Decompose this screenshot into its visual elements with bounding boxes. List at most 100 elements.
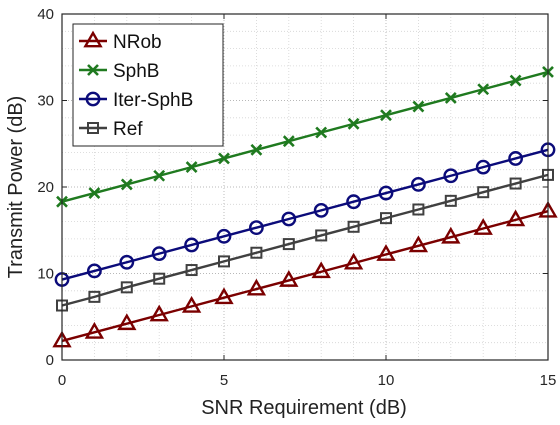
- triangle-marker: [84, 321, 105, 339]
- data-point: [279, 270, 299, 287]
- square-marker: [509, 177, 522, 190]
- square-marker: [120, 281, 133, 294]
- x-marker: [412, 100, 425, 113]
- series-1: [56, 66, 554, 208]
- x-marker: [347, 117, 360, 130]
- legend-label: Ref: [113, 119, 143, 140]
- axes: 0 5 10 15 0 10 20 30 40: [37, 6, 556, 389]
- y-tick-label: 20: [37, 179, 54, 196]
- data-point: [88, 187, 101, 199]
- y-tick-label: 0: [46, 352, 54, 369]
- legend-marker: [87, 122, 99, 134]
- y-tick-label: 30: [37, 93, 54, 110]
- x-tick-label: 15: [540, 372, 557, 389]
- x-marker: [315, 126, 328, 139]
- data-point: [185, 264, 198, 277]
- data-point: [315, 126, 328, 139]
- y-axis-label: Transmit Power (dB): [5, 96, 27, 279]
- square-marker: [347, 220, 360, 233]
- legend: NRob SphB Iter-SphB Ref: [72, 23, 224, 147]
- series-group: [52, 66, 558, 348]
- series-line: [61, 148, 549, 281]
- x-marker: [153, 169, 166, 182]
- circle-marker: [151, 246, 167, 262]
- legend-marker: [87, 64, 99, 76]
- circle-marker: [313, 202, 329, 218]
- circle-marker: [410, 177, 426, 192]
- square-marker: [87, 122, 99, 134]
- data-point: [153, 272, 166, 285]
- circle-marker: [119, 254, 135, 270]
- x-marker: [88, 187, 101, 199]
- data-point: [475, 159, 491, 175]
- legend-entry: Ref: [79, 119, 143, 140]
- data-point: [477, 186, 490, 199]
- circle-marker: [85, 91, 101, 107]
- square-marker: [250, 246, 263, 259]
- x-marker: [120, 178, 133, 191]
- data-point: [347, 117, 360, 130]
- x-tick-label: 5: [220, 372, 228, 389]
- triangle-marker: [246, 278, 267, 296]
- circle-marker: [346, 194, 361, 210]
- legend-entry: Iter-SphB: [79, 90, 193, 111]
- x-tick-label: 0: [58, 372, 66, 389]
- circle-marker: [248, 220, 264, 236]
- triangle-marker: [408, 235, 429, 253]
- circle-marker: [508, 151, 523, 166]
- data-point: [444, 91, 457, 104]
- data-point: [218, 255, 230, 268]
- data-point: [441, 226, 461, 244]
- data-point: [509, 177, 522, 190]
- legend-entry: NRob: [79, 30, 162, 53]
- data-point: [443, 168, 459, 184]
- data-point: [410, 177, 426, 192]
- y-tick-label: 40: [37, 6, 54, 23]
- data-point: [120, 281, 133, 294]
- data-point: [315, 229, 328, 242]
- x-marker: [250, 143, 263, 156]
- data-point: [248, 220, 264, 236]
- data-point: [412, 100, 425, 113]
- data-point: [380, 212, 392, 225]
- data-point: [181, 295, 202, 313]
- y-tick-label: 10: [37, 266, 54, 283]
- data-point: [185, 161, 198, 174]
- data-point: [250, 143, 263, 156]
- series-line: [61, 70, 549, 203]
- legend-label: Iter-SphB: [113, 90, 193, 111]
- data-point: [311, 261, 331, 279]
- square-marker: [315, 229, 328, 242]
- data-point: [120, 178, 133, 191]
- data-point: [117, 313, 137, 331]
- data-point: [87, 263, 102, 279]
- triangle-marker: [441, 226, 461, 244]
- data-point: [412, 203, 425, 216]
- x-axis-label: SNR Requirement (dB): [201, 397, 407, 419]
- x-marker: [509, 74, 522, 87]
- x-marker: [477, 83, 490, 96]
- triangle-marker: [311, 261, 331, 279]
- data-point: [214, 287, 234, 305]
- data-point: [509, 74, 522, 87]
- circle-marker: [378, 185, 394, 201]
- data-point: [282, 135, 295, 148]
- circle-marker: [443, 168, 459, 184]
- circle-marker: [281, 211, 297, 227]
- data-point: [250, 246, 263, 259]
- data-point: [184, 237, 200, 253]
- data-point: [347, 220, 360, 233]
- square-marker: [88, 290, 101, 303]
- square-marker: [477, 186, 490, 199]
- data-point: [282, 238, 295, 251]
- x-marker: [444, 91, 457, 104]
- series-line: [61, 210, 549, 343]
- data-point: [473, 218, 493, 235]
- circle-marker: [184, 237, 200, 253]
- data-point: [343, 252, 364, 270]
- triangle-marker: [376, 244, 396, 261]
- data-point: [84, 321, 105, 339]
- legend-entry: SphB: [79, 61, 159, 82]
- triangle-marker: [149, 304, 169, 322]
